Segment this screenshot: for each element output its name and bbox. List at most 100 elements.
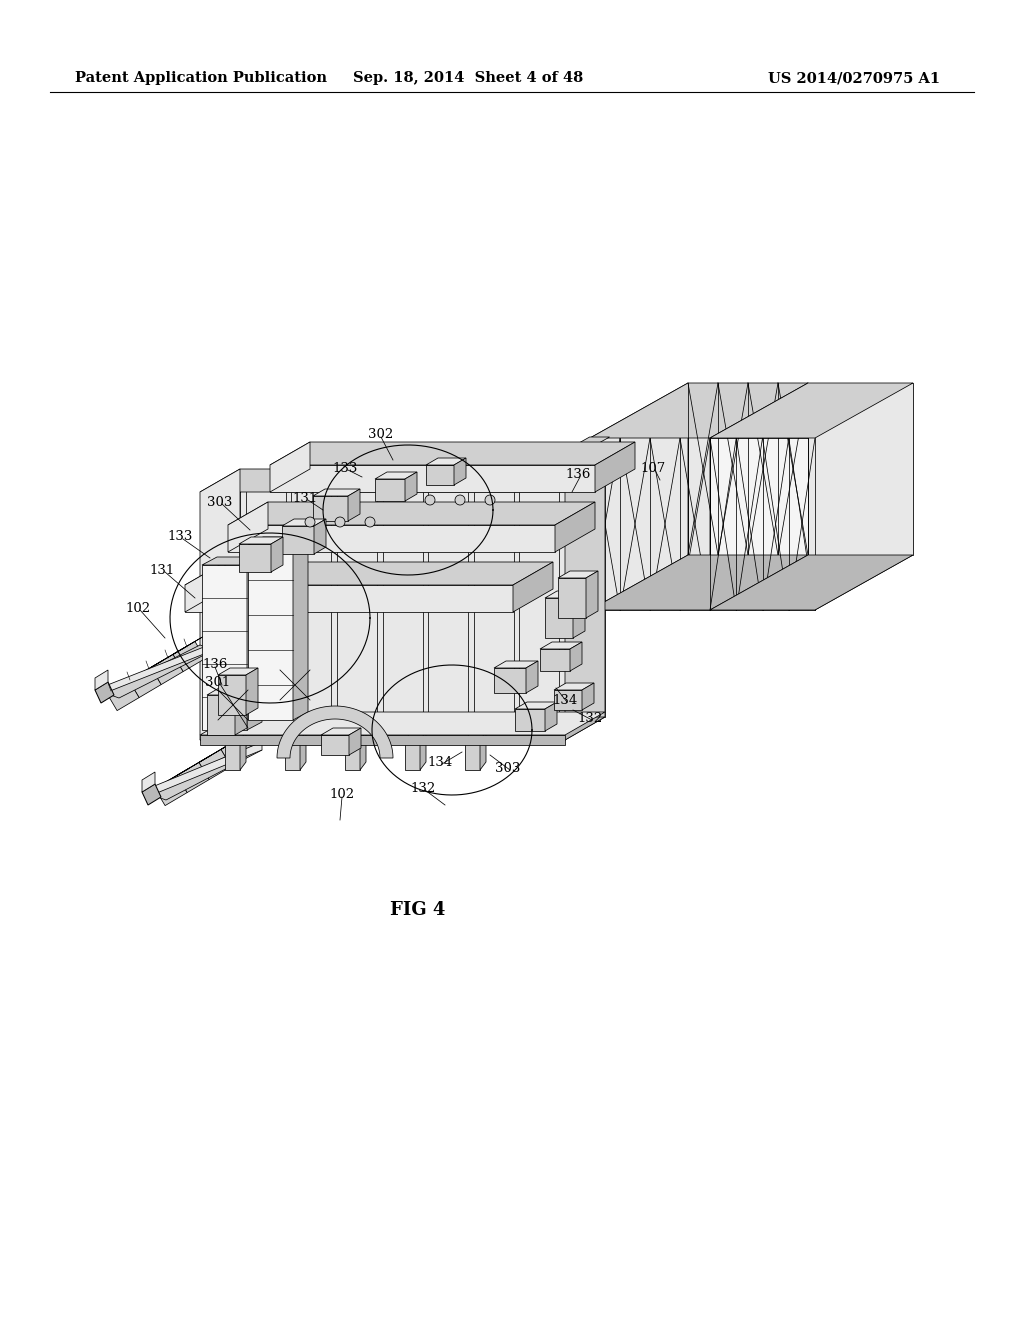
Polygon shape [710, 438, 815, 610]
Polygon shape [282, 525, 314, 554]
Circle shape [305, 517, 315, 527]
Polygon shape [710, 383, 808, 610]
Polygon shape [248, 545, 293, 719]
Polygon shape [426, 465, 454, 484]
Polygon shape [313, 488, 360, 496]
Polygon shape [105, 643, 214, 693]
Polygon shape [200, 492, 565, 741]
Polygon shape [540, 642, 582, 649]
Text: 134: 134 [552, 693, 578, 706]
Polygon shape [808, 383, 913, 554]
Polygon shape [494, 668, 526, 693]
Polygon shape [300, 733, 306, 770]
Text: 303: 303 [207, 495, 232, 508]
Polygon shape [515, 702, 557, 709]
Polygon shape [570, 437, 609, 447]
Polygon shape [555, 502, 595, 552]
Polygon shape [221, 737, 253, 767]
Circle shape [455, 495, 465, 506]
Polygon shape [465, 741, 480, 770]
Polygon shape [240, 733, 246, 770]
Polygon shape [202, 565, 247, 730]
Polygon shape [595, 442, 635, 492]
Polygon shape [321, 735, 349, 755]
Polygon shape [406, 741, 420, 770]
Polygon shape [688, 383, 808, 554]
Text: 131: 131 [150, 564, 175, 577]
Polygon shape [221, 730, 255, 750]
Polygon shape [545, 591, 585, 598]
Polygon shape [710, 383, 913, 438]
Polygon shape [271, 537, 283, 572]
Polygon shape [375, 479, 406, 502]
Polygon shape [105, 645, 214, 698]
Text: US 2014/0270975 A1: US 2014/0270975 A1 [768, 71, 940, 84]
Polygon shape [152, 744, 262, 800]
Polygon shape [710, 554, 913, 610]
Text: 134: 134 [427, 755, 453, 768]
Polygon shape [155, 775, 187, 805]
Polygon shape [313, 496, 348, 521]
Text: 136: 136 [565, 469, 591, 482]
Polygon shape [454, 458, 466, 484]
Polygon shape [129, 668, 161, 697]
Polygon shape [349, 729, 361, 755]
Polygon shape [545, 598, 573, 638]
Polygon shape [558, 578, 586, 618]
Circle shape [335, 517, 345, 527]
Text: Patent Application Publication: Patent Application Publication [75, 71, 327, 84]
Polygon shape [815, 383, 913, 610]
Polygon shape [95, 671, 108, 690]
Polygon shape [173, 642, 205, 672]
Polygon shape [270, 442, 310, 492]
Polygon shape [239, 544, 271, 572]
Polygon shape [406, 473, 417, 502]
Polygon shape [360, 733, 366, 770]
Polygon shape [202, 557, 262, 565]
Polygon shape [225, 733, 246, 741]
Polygon shape [590, 438, 710, 610]
Polygon shape [155, 768, 188, 788]
Text: 132: 132 [411, 781, 435, 795]
Circle shape [425, 495, 435, 506]
Polygon shape [225, 741, 240, 770]
Polygon shape [199, 750, 231, 780]
Polygon shape [345, 741, 360, 770]
Polygon shape [200, 717, 605, 741]
Polygon shape [278, 706, 393, 758]
Polygon shape [465, 733, 486, 741]
Polygon shape [234, 688, 247, 735]
Polygon shape [282, 519, 326, 525]
Polygon shape [207, 688, 247, 696]
Polygon shape [218, 675, 246, 715]
Polygon shape [540, 649, 570, 671]
Polygon shape [200, 469, 240, 741]
Polygon shape [285, 733, 306, 741]
Polygon shape [285, 741, 300, 770]
Polygon shape [348, 488, 360, 521]
Polygon shape [590, 554, 808, 610]
Polygon shape [152, 742, 262, 795]
Polygon shape [420, 733, 426, 770]
Polygon shape [270, 442, 635, 465]
Text: Sep. 18, 2014  Sheet 4 of 48: Sep. 18, 2014 Sheet 4 of 48 [353, 71, 583, 84]
Polygon shape [200, 469, 605, 492]
Polygon shape [207, 696, 234, 735]
Polygon shape [185, 562, 225, 612]
Polygon shape [151, 655, 183, 685]
Text: 133: 133 [333, 462, 357, 474]
Circle shape [485, 495, 495, 506]
Text: 133: 133 [167, 531, 193, 544]
Text: 102: 102 [330, 788, 354, 801]
Polygon shape [228, 502, 268, 552]
Text: 132: 132 [578, 711, 603, 725]
Polygon shape [293, 537, 308, 719]
Polygon shape [173, 635, 207, 655]
Text: 302: 302 [369, 429, 393, 441]
Polygon shape [185, 562, 553, 585]
Polygon shape [129, 660, 163, 680]
Polygon shape [199, 742, 232, 763]
Polygon shape [142, 772, 155, 792]
Polygon shape [426, 458, 466, 465]
Polygon shape [314, 519, 326, 554]
